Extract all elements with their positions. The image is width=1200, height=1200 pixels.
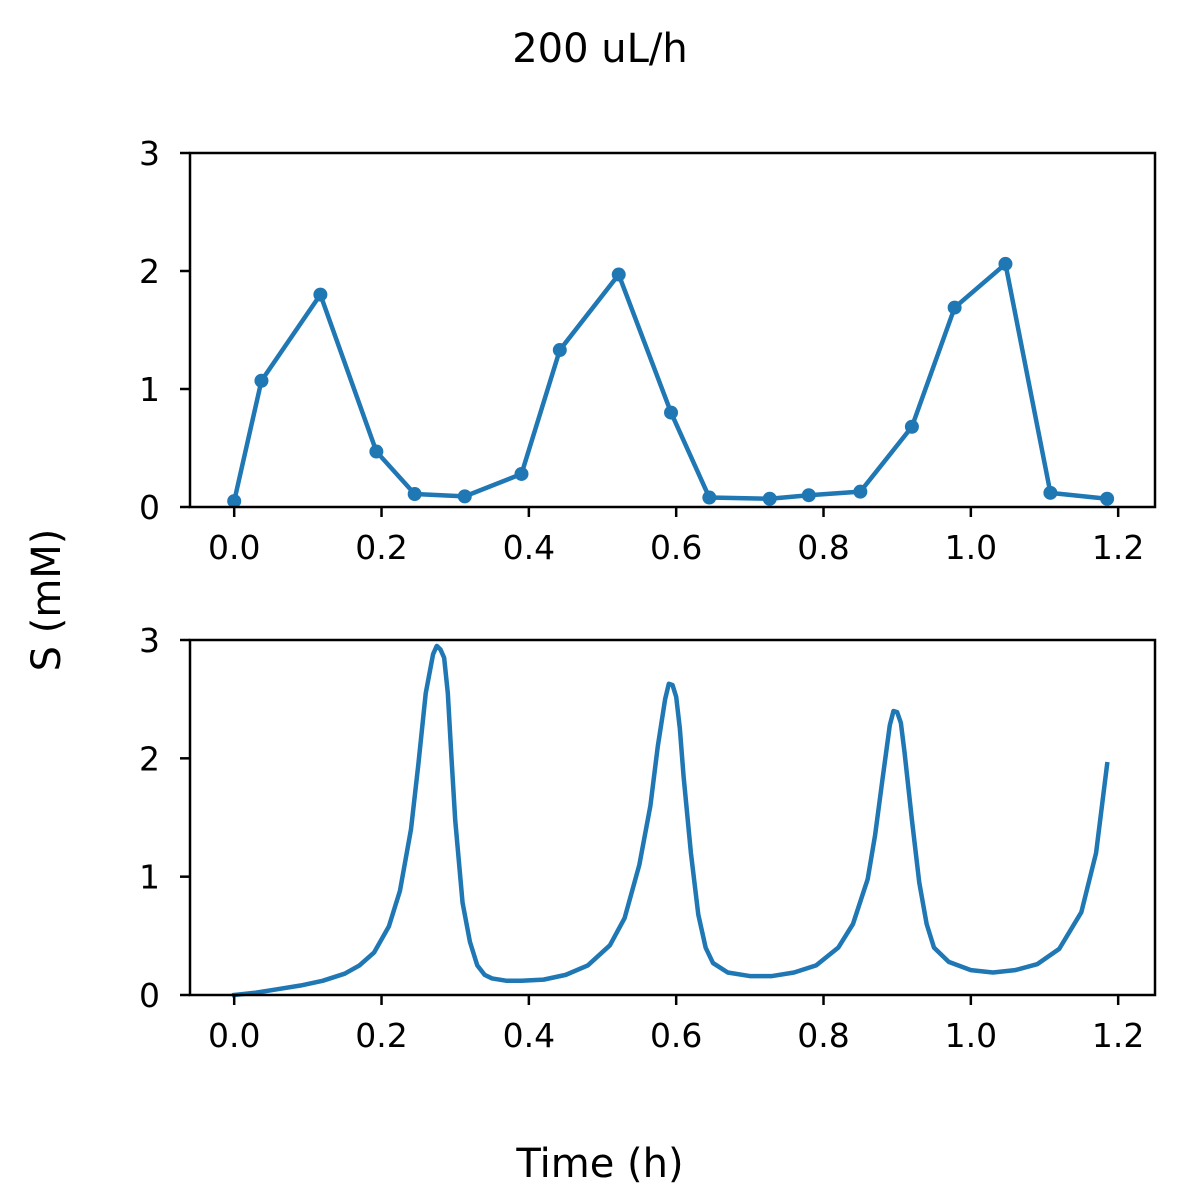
x-tick-label: 0.6 [650, 1016, 702, 1055]
y-axis-label: S (mM) [24, 529, 70, 672]
data-point [853, 484, 868, 499]
x-tick-label: 1.0 [945, 528, 997, 567]
y-tick-label: 1 [139, 858, 160, 897]
x-tick-label: 1.2 [1092, 528, 1144, 567]
series-line [231, 643, 1110, 998]
x-tick-label: 1.0 [945, 1016, 997, 1055]
axes-frame [188, 151, 1157, 509]
data-point [457, 489, 472, 504]
data-point [407, 487, 422, 502]
bottom-panel: 0.0 0.2 0.4 0.6 0.8 1.0 1.2 0 1 2 3 [139, 621, 1157, 1055]
data-point [254, 373, 269, 388]
y-tick-label: 1 [139, 370, 160, 409]
y-tick-label: 0 [139, 976, 160, 1015]
data-point [313, 287, 328, 302]
x-tick-label: 0.0 [208, 1016, 260, 1055]
x-tick-label: 0.6 [650, 528, 702, 567]
data-point [369, 444, 384, 459]
data-point [801, 488, 816, 503]
x-tick-label: 0.2 [355, 1016, 407, 1055]
data-point [1043, 485, 1058, 500]
x-tick-label: 0.2 [355, 528, 407, 567]
axes-frame [188, 638, 1157, 997]
y-tick-label: 0 [139, 488, 160, 527]
y-tick-label: 3 [139, 134, 160, 173]
data-point [904, 419, 919, 434]
data-point [611, 267, 626, 282]
data-point [227, 494, 242, 509]
data-point [514, 466, 529, 481]
x-axis-label: Time (h) [515, 1141, 683, 1187]
y-tick-label: 2 [139, 252, 160, 291]
series-line [231, 261, 1110, 504]
data-point [664, 405, 679, 420]
x-tick-label: 0.0 [208, 528, 260, 567]
data-point [552, 343, 567, 358]
top-panel: 0.0 0.2 0.4 0.6 0.8 1.0 1.2 0 1 2 3 [139, 134, 1157, 567]
y-tick-label: 3 [139, 621, 160, 660]
data-point [702, 490, 717, 505]
x-tick-label: 1.2 [1092, 1016, 1144, 1055]
data-point [998, 256, 1013, 271]
data-point [1100, 491, 1115, 506]
x-tick-label: 0.4 [503, 528, 555, 567]
figure-title: 200 uL/h [512, 26, 688, 72]
x-tick-label: 0.8 [797, 528, 849, 567]
y-tick-label: 2 [139, 739, 160, 778]
x-tick-label: 0.8 [797, 1016, 849, 1055]
x-tick-label: 0.4 [503, 1016, 555, 1055]
data-point [947, 300, 962, 315]
data-point [762, 491, 777, 506]
